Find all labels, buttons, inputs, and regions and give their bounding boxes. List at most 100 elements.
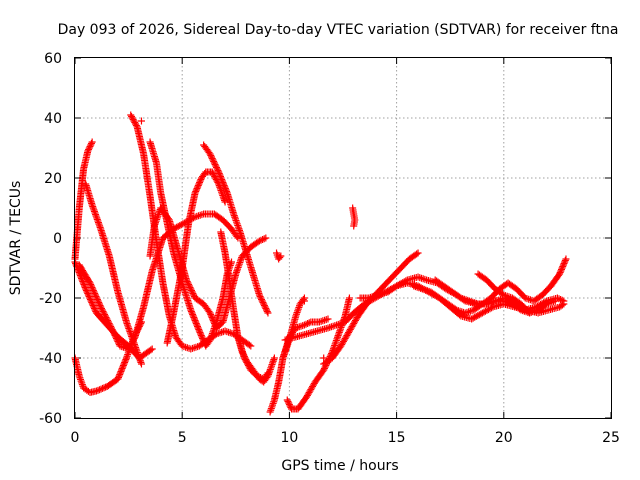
data-point: [561, 257, 569, 264]
data-point: [179, 220, 187, 228]
data-point: [82, 287, 90, 294]
data-point: [122, 356, 130, 363]
data-point: [194, 323, 202, 330]
data-point: [218, 176, 226, 183]
data-point: [111, 332, 119, 339]
data-point: [86, 294, 94, 302]
data-point: [305, 319, 313, 327]
data-point: [222, 186, 230, 194]
data-point: [560, 297, 568, 305]
data-point: [188, 288, 196, 296]
data-point: [269, 399, 277, 407]
data-point: [89, 285, 97, 293]
data-point: [484, 306, 492, 314]
data-point: [304, 320, 312, 327]
data-point: [197, 330, 205, 338]
data-point: [284, 398, 292, 405]
data-point: [414, 249, 422, 257]
data-point: [268, 403, 276, 411]
data-point: [113, 336, 121, 344]
data-point: [238, 348, 246, 356]
data-point: [281, 349, 289, 357]
data-point: [101, 312, 109, 320]
data-point: [129, 116, 137, 123]
data-point: [277, 252, 285, 260]
data-point: [269, 401, 277, 409]
data-point: [213, 164, 221, 171]
data-point: [561, 258, 569, 266]
x-tick-label: 5: [178, 430, 187, 446]
data-point: [130, 117, 138, 125]
data-point: [148, 345, 156, 353]
data-point: [130, 335, 138, 342]
data-point: [206, 309, 214, 317]
data-point: [337, 342, 345, 350]
data-point: [223, 188, 231, 195]
data-point: [215, 168, 223, 176]
x-tick-label: 15: [388, 430, 406, 446]
data-point: [187, 306, 195, 314]
data-point: [191, 317, 199, 324]
data-point: [220, 182, 228, 189]
data-point: [82, 285, 90, 293]
y-tick-label: 20: [44, 171, 62, 187]
data-point: [351, 318, 359, 326]
data-point: [264, 309, 272, 317]
data-point: [300, 321, 308, 329]
data-point: [76, 374, 84, 382]
data-point: [92, 387, 100, 395]
y-tick-label: -60: [39, 411, 62, 427]
data-point: [471, 313, 479, 321]
data-point: [557, 266, 565, 273]
data-point: [98, 306, 106, 314]
data-point: [296, 302, 304, 310]
data-point: [91, 306, 99, 314]
data-point: [84, 147, 92, 155]
data-point: [350, 222, 358, 230]
data-point: [77, 377, 85, 385]
data-point: [125, 345, 133, 353]
data-point: [349, 321, 357, 329]
data-point: [83, 288, 91, 296]
data-point: [211, 173, 219, 180]
plot-frame: [74, 57, 612, 419]
data-point: [221, 198, 229, 206]
data-point: [195, 327, 203, 335]
data-point: [266, 408, 274, 416]
data-point: [88, 284, 96, 291]
data-point: [104, 318, 112, 326]
data-point: [477, 310, 485, 318]
data-point: [97, 305, 105, 312]
data-point: [97, 303, 105, 311]
data-point: [198, 333, 206, 341]
data-point: [294, 307, 302, 315]
data-point: [110, 329, 118, 336]
data-point: [122, 354, 130, 362]
data-point: [240, 351, 248, 359]
series-arc-1: [71, 354, 130, 396]
series-arc-10: [163, 168, 229, 347]
data-point: [84, 291, 92, 299]
data-point: [480, 308, 488, 316]
data-point: [551, 297, 559, 305]
data-point: [125, 344, 133, 351]
data-point: [276, 254, 284, 261]
data-point: [208, 314, 216, 321]
data-point: [350, 320, 358, 327]
data-point: [207, 311, 215, 318]
data-point: [345, 294, 353, 302]
data-point: [341, 335, 349, 342]
data-point: [85, 293, 93, 300]
data-point: [108, 326, 116, 333]
data-point: [196, 179, 204, 186]
data-point: [300, 297, 308, 305]
data-point: [343, 332, 351, 339]
y-axis-label: SDTVAR / TECUs: [8, 181, 24, 296]
data-point: [85, 146, 93, 153]
y-tick-label: 0: [53, 231, 62, 247]
data-point: [87, 140, 95, 147]
x-tick-label: 0: [71, 430, 80, 446]
data-point: [121, 357, 129, 365]
data-point: [186, 284, 194, 291]
